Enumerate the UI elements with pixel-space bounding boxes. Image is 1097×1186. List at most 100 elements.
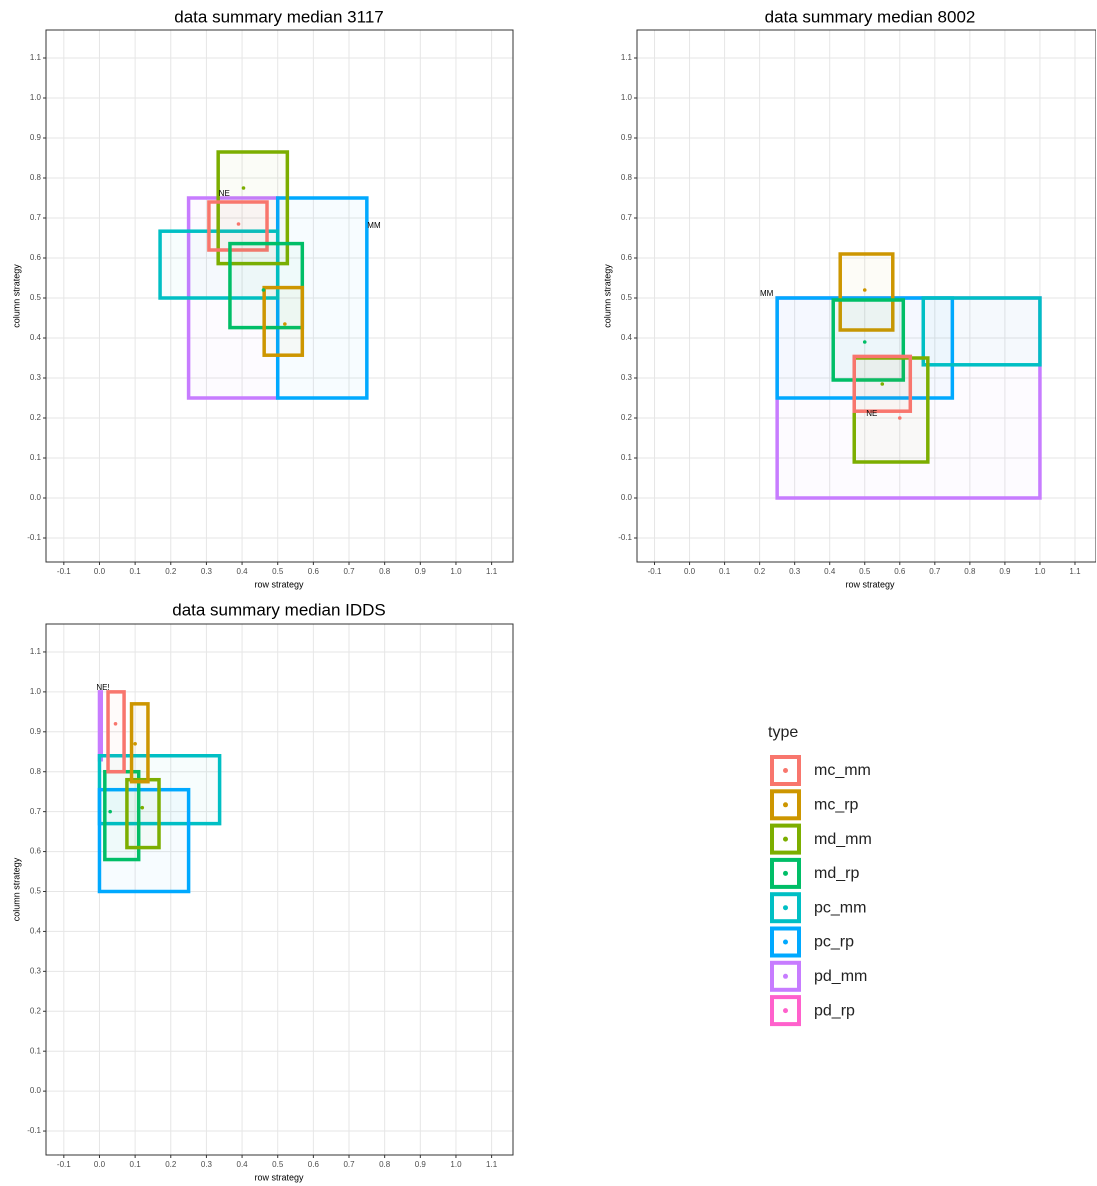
annotation: MM [367, 221, 381, 230]
median-point [862, 288, 867, 292]
strategy-box [216, 150, 290, 266]
x-tick-label: 0.9 [999, 567, 1011, 576]
strategy-box [838, 252, 895, 332]
chart-title: data summary median IDDS [172, 600, 386, 619]
y-tick-label: 0.8 [30, 173, 42, 182]
strategy-box [921, 296, 1042, 367]
x-tick-label: 0.8 [379, 1160, 391, 1169]
x-tick-label: 0.9 [415, 567, 427, 576]
x-tick-label: 0.5 [272, 1160, 284, 1169]
y-tick-label: 0.4 [30, 927, 42, 936]
x-tick-label: 0.8 [379, 567, 391, 576]
median-point [236, 222, 241, 226]
median-point [113, 722, 118, 726]
y-tick-label: 0.7 [30, 213, 42, 222]
median-point [862, 340, 867, 344]
x-tick-label: 1.1 [1069, 567, 1081, 576]
panel: -0.1 0.0 0.1 0.2 0.3 0.4 0.5 0.6 0.7 0.8 0.9 1.0 1.1… [11, 600, 514, 1182]
x-tick-label: 0.1 [130, 567, 142, 576]
median-point [108, 809, 112, 814]
x-tick-label: 0.5 [859, 567, 871, 576]
annotation: NE! [96, 683, 109, 692]
y-tick-label: 0.2 [30, 1006, 42, 1015]
strategy-box [228, 241, 305, 330]
y-tick-label: 0.8 [30, 767, 42, 776]
x-tick-label: 0.6 [894, 567, 906, 576]
strategy-box [97, 787, 191, 894]
x-tick-label: -0.1 [57, 567, 71, 576]
chart-title: data summary median 3117 [174, 7, 383, 26]
x-tick-label: 0.3 [201, 567, 213, 576]
legend-title: type [768, 724, 798, 741]
y-tick-label: 0.6 [621, 253, 633, 262]
legend-key-point [783, 905, 788, 911]
x-tick-label: 0.2 [165, 1160, 177, 1169]
x-tick-label: 0.7 [929, 567, 941, 576]
y-tick-label: 0.8 [621, 173, 633, 182]
legend-label: mc_mm [814, 762, 871, 779]
y-axis-title: column strategy [602, 264, 612, 328]
strategy-box [106, 690, 126, 774]
x-tick-label: 0.3 [201, 1160, 213, 1169]
legend-label: pd_rp [814, 1002, 855, 1019]
x-tick-label: 0.4 [824, 567, 836, 576]
legend-label: pc_rp [814, 934, 854, 951]
annotation: NE [866, 409, 877, 418]
y-tick-label: 0.9 [30, 133, 42, 142]
chart-title: data summary median 8002 [765, 7, 976, 26]
median-point [133, 741, 137, 746]
median-point [261, 288, 266, 292]
y-tick-label: -0.1 [27, 533, 41, 542]
y-tick-label: 0.3 [30, 373, 42, 382]
y-tick-label: 0.6 [30, 847, 42, 856]
y-tick-label: 0.7 [621, 213, 633, 222]
x-tick-label: 0.1 [130, 1160, 142, 1169]
strategy-box [852, 354, 913, 413]
x-tick-label: 1.1 [486, 1160, 498, 1169]
y-tick-label: -0.1 [618, 533, 632, 542]
y-tick-label: 0.4 [30, 333, 42, 342]
y-tick-label: 0.5 [30, 887, 42, 896]
legend-label: pd_mm [814, 968, 867, 985]
plot-background [46, 30, 513, 562]
x-tick-label: 1.0 [1034, 567, 1046, 576]
x-tick-label: 0.5 [272, 567, 284, 576]
y-tick-label: -0.1 [27, 1126, 41, 1135]
y-tick-label: 0.3 [621, 373, 633, 382]
y-tick-label: 0.9 [621, 133, 633, 142]
panel: -0.1 0.0 0.1 0.2 0.3 0.4 0.5 0.6 0.7 0.8 0.9 1.0 1.1… [11, 7, 514, 589]
y-tick-label: 0.5 [621, 293, 633, 302]
plot-border [636, 29, 1096, 563]
x-tick-label: 0.1 [719, 567, 731, 576]
x-tick-label: 0.0 [94, 1160, 106, 1169]
plot-background [637, 30, 1096, 562]
x-tick-label: 1.0 [450, 567, 462, 576]
x-tick-label: 0.0 [684, 567, 696, 576]
x-tick-label: -0.1 [57, 1160, 71, 1169]
x-tick-label: 0.9 [415, 1160, 427, 1169]
median-point [283, 322, 287, 326]
y-axis-title: column strategy [11, 264, 21, 328]
plot-border [45, 29, 514, 563]
plot-border [45, 623, 514, 1156]
y-tick-label: 0.3 [30, 966, 42, 975]
x-tick-label: 1.0 [450, 1160, 462, 1169]
y-tick-label: 0.9 [30, 727, 42, 736]
x-axis-title: row strategy [254, 1172, 304, 1182]
y-axis-title: column strategy [11, 857, 21, 921]
median-point [880, 382, 885, 386]
legend-key-point [783, 802, 788, 808]
legend-key-point [783, 1008, 788, 1014]
legend-key-point [783, 768, 788, 773]
legend-key-point [783, 870, 788, 876]
y-tick-label: 1.1 [621, 53, 633, 62]
y-tick-label: 1.1 [30, 53, 42, 62]
y-tick-label: 0.7 [30, 807, 42, 816]
legend-label: mc_rp [814, 797, 859, 814]
strategy-box [207, 200, 269, 252]
x-tick-label: 0.0 [94, 567, 106, 576]
y-tick-label: 0.6 [30, 253, 42, 262]
y-tick-label: 0.4 [621, 333, 633, 342]
x-axis-title: row strategy [845, 579, 895, 589]
x-tick-label: 0.2 [165, 567, 177, 576]
